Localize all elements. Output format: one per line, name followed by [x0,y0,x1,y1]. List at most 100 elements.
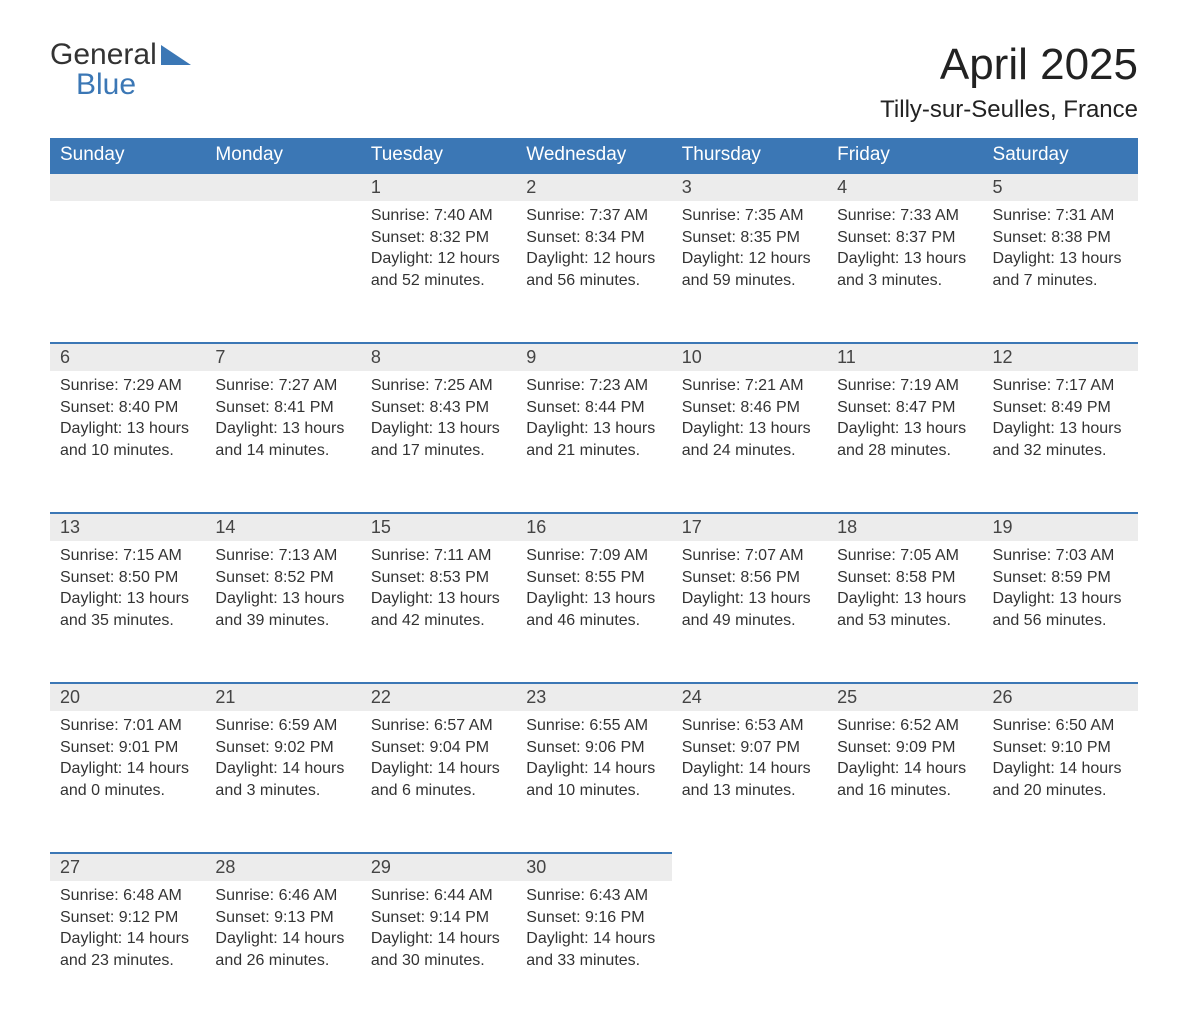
week-data-row: Sunrise: 7:01 AMSunset: 9:01 PMDaylight:… [50,711,1138,853]
day-data-cell: Sunrise: 6:52 AMSunset: 9:09 PMDaylight:… [827,711,982,853]
sunset-line: Sunset: 9:10 PM [993,737,1128,759]
day-data-cell [50,201,205,343]
sunrise-line: Sunrise: 7:33 AM [837,205,972,227]
daylight-line: Daylight: 13 hours and 49 minutes. [682,588,817,631]
day-data-cell: Sunrise: 6:48 AMSunset: 9:12 PMDaylight:… [50,881,205,1023]
sunrise-line: Sunrise: 6:59 AM [215,715,350,737]
daylight-line: Daylight: 14 hours and 23 minutes. [60,928,195,971]
day-data-cell: Sunrise: 7:33 AMSunset: 8:37 PMDaylight:… [827,201,982,343]
daylight-line: Daylight: 14 hours and 30 minutes. [371,928,506,971]
sunset-line: Sunset: 9:04 PM [371,737,506,759]
sunrise-line: Sunrise: 7:21 AM [682,375,817,397]
day-data-cell: Sunrise: 6:57 AMSunset: 9:04 PMDaylight:… [361,711,516,853]
day-data-cell: Sunrise: 6:46 AMSunset: 9:13 PMDaylight:… [205,881,360,1023]
sunset-line: Sunset: 8:56 PM [682,567,817,589]
sunrise-line: Sunrise: 7:40 AM [371,205,506,227]
daylight-line: Daylight: 14 hours and 0 minutes. [60,758,195,801]
week-data-row: Sunrise: 7:15 AMSunset: 8:50 PM Daylight:… [50,541,1138,683]
day-number-cell [672,853,827,881]
sunrise-line: Sunrise: 7:25 AM [371,375,506,397]
sunrise-line: Sunrise: 7:15 AM [60,545,195,567]
sunset-line: Sunset: 8:50 PM [60,567,195,589]
day-number-cell: 5 [983,173,1138,201]
day-number-cell: 16 [516,513,671,541]
day-number-cell: 30 [516,853,671,881]
sunrise-line: Sunrise: 7:03 AM [993,545,1128,567]
day-data-cell [983,881,1138,1023]
daylight-line: Daylight: 14 hours and 13 minutes. [682,758,817,801]
day-number-cell: 21 [205,683,360,711]
sunrise-line: Sunrise: 7:01 AM [60,715,195,737]
daylight-line: Daylight: 13 hours and 10 minutes. [60,418,195,461]
sunset-line: Sunset: 9:12 PM [60,907,195,929]
sunset-line: Sunset: 8:55 PM [526,567,661,589]
day-number-cell: 9 [516,343,671,371]
daylight-line: Daylight: 13 hours and 3 minutes. [837,248,972,291]
day-data-cell: Sunrise: 6:44 AMSunset: 9:14 PMDaylight:… [361,881,516,1023]
day-number-cell: 28 [205,853,360,881]
day-number-cell: 19 [983,513,1138,541]
brand-line2: Blue [76,70,191,100]
sunrise-line: Sunrise: 7:37 AM [526,205,661,227]
day-number-cell: 17 [672,513,827,541]
day-header: Thursday [672,138,827,173]
sunset-line: Sunset: 9:14 PM [371,907,506,929]
week-daynum-row: 6789101112 [50,343,1138,371]
day-header: Sunday [50,138,205,173]
sunrise-line: Sunrise: 6:52 AM [837,715,972,737]
day-header-row: SundayMondayTuesdayWednesdayThursdayFrid… [50,138,1138,173]
day-number-cell: 22 [361,683,516,711]
day-data-cell: Sunrise: 6:55 AMSunset: 9:06 PMDaylight:… [516,711,671,853]
day-number-cell: 11 [827,343,982,371]
sunset-line: Sunset: 8:40 PM [60,397,195,419]
day-number-cell: 23 [516,683,671,711]
daylight-line: Daylight: 13 hours and 7 minutes. [993,248,1128,291]
sunrise-line: Sunrise: 6:55 AM [526,715,661,737]
daylight-line: Daylight: 13 hours and 53 minutes. [837,588,972,631]
day-number-cell: 2 [516,173,671,201]
sunset-line: Sunset: 8:35 PM [682,227,817,249]
sunrise-line: Sunrise: 7:09 AM [526,545,661,567]
sunset-line: Sunset: 9:09 PM [837,737,972,759]
day-number-cell: 8 [361,343,516,371]
day-data-cell: Sunrise: 7:07 AMSunset: 8:56 PMDaylight:… [672,541,827,683]
day-number-cell: 26 [983,683,1138,711]
week-data-row: Sunrise: 7:40 AMSunset: 8:32 PMDaylight:… [50,201,1138,343]
daylight-line: Daylight: 14 hours and 10 minutes. [526,758,661,801]
daylight-line: Daylight: 14 hours and 26 minutes. [215,928,350,971]
daylight-line: Daylight: 13 hours and 24 minutes. [682,418,817,461]
day-number-cell: 3 [672,173,827,201]
daylight-line: Daylight: 13 hours and 21 minutes. [526,418,661,461]
day-number-cell: 29 [361,853,516,881]
day-number-cell: 24 [672,683,827,711]
day-number-cell: 20 [50,683,205,711]
sunset-line: Sunset: 9:01 PM [60,737,195,759]
day-number-cell: 14 [205,513,360,541]
sunset-line: Sunset: 8:37 PM [837,227,972,249]
sunset-line: Sunset: 8:53 PM [371,567,506,589]
daylight-line: Daylight: 13 hours and 39 minutes. [215,588,350,631]
location-label: Tilly-sur-Seulles, France [880,96,1138,124]
daylight-line: Daylight: 13 hours and 17 minutes. [371,418,506,461]
daylight-line: Daylight: 14 hours and 20 minutes. [993,758,1128,801]
day-number-cell: 1 [361,173,516,201]
day-data-cell: Sunrise: 7:05 AMSunset: 8:58 PMDaylight:… [827,541,982,683]
day-data-cell: Sunrise: 7:15 AMSunset: 8:50 PMDaylight:… [50,541,205,683]
day-number-cell: 12 [983,343,1138,371]
sunrise-line: Sunrise: 6:57 AM [371,715,506,737]
sunset-line: Sunset: 9:16 PM [526,907,661,929]
daylight-line: Daylight: 12 hours and 52 minutes. [371,248,506,291]
daylight-line: Daylight: 13 hours and 42 minutes. [371,588,506,631]
header: General Blue April 2025 Tilly-sur-Seulle… [50,40,1138,124]
week-data-row: Sunrise: 7:29 AMSunset: 8:40 PMDaylight:… [50,371,1138,513]
sunset-line: Sunset: 8:38 PM [993,227,1128,249]
daylight-line: Daylight: 14 hours and 3 minutes. [215,758,350,801]
week-daynum-row: 20212223242526 [50,683,1138,711]
day-data-cell: Sunrise: 7:09 AMSunset: 8:55 PMDaylight:… [516,541,671,683]
sunrise-line: Sunrise: 6:48 AM [60,885,195,907]
daylight-line: Daylight: 13 hours and 28 minutes. [837,418,972,461]
week-daynum-row: 27282930 [50,853,1138,881]
sunrise-line: Sunrise: 7:07 AM [682,545,817,567]
daylight-line: Daylight: 14 hours and 6 minutes. [371,758,506,801]
daylight-line: Daylight: 12 hours and 59 minutes. [682,248,817,291]
